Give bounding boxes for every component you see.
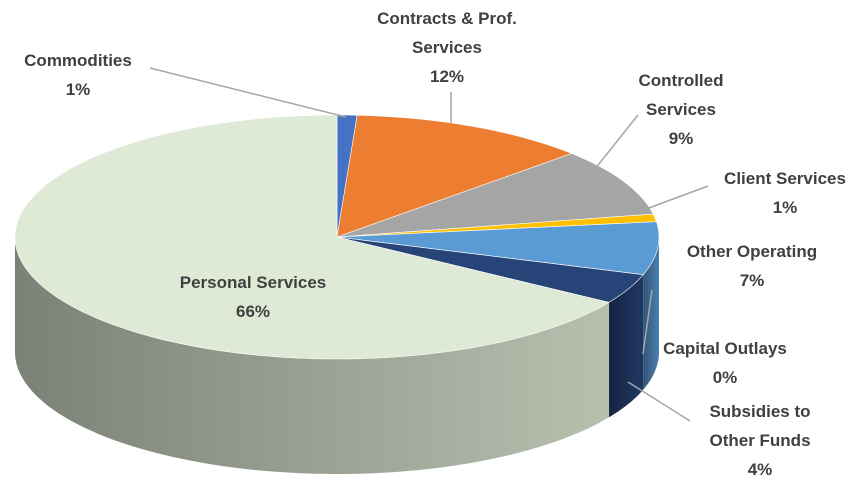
- category-label: Controlled Services: [638, 71, 724, 119]
- category-label: Commodities: [24, 51, 132, 70]
- slice-side: [643, 237, 659, 390]
- value-label: 4%: [747, 460, 773, 479]
- value-label: 0%: [712, 368, 738, 387]
- slice: [336, 153, 654, 238]
- data-label: Controlled Services 9%: [621, 66, 741, 153]
- value-label: 66%: [235, 302, 271, 321]
- data-label: Contracts & Prof. Services 12%: [357, 4, 537, 91]
- value-label: 12%: [429, 67, 465, 86]
- value-label: 7%: [739, 271, 765, 290]
- value-label: 9%: [668, 129, 694, 148]
- slice: [14, 114, 610, 360]
- category-label: Other Operating: [686, 242, 818, 261]
- category-label: Subsidies to Other Funds: [709, 402, 811, 450]
- category-label: Personal Services: [179, 273, 327, 292]
- category-label: Contracts & Prof. Services: [377, 9, 517, 57]
- data-label: Capital Outlays 0%: [640, 334, 810, 392]
- leader-line: [642, 289, 653, 355]
- data-label: Subsidies to Other Funds 4%: [685, 397, 835, 484]
- category-label: Capital Outlays: [663, 339, 787, 358]
- data-label: Commodities 1%: [0, 46, 158, 104]
- value-label: 1%: [65, 80, 91, 99]
- slice-side: [15, 237, 609, 474]
- leader-line: [627, 381, 691, 422]
- data-label: Client Services 1%: [700, 164, 860, 222]
- data-label: Personal Services 66%: [143, 268, 363, 326]
- leader-line: [149, 67, 347, 118]
- slice-side: [608, 274, 644, 418]
- slice: [336, 114, 573, 238]
- leader-line: [637, 185, 709, 213]
- category-label: Client Services: [724, 169, 846, 188]
- slice: [336, 236, 644, 303]
- slice: [336, 221, 660, 276]
- value-label: 1%: [772, 198, 798, 217]
- leader-line: [590, 114, 639, 175]
- data-label: Other Operating 7%: [657, 237, 847, 295]
